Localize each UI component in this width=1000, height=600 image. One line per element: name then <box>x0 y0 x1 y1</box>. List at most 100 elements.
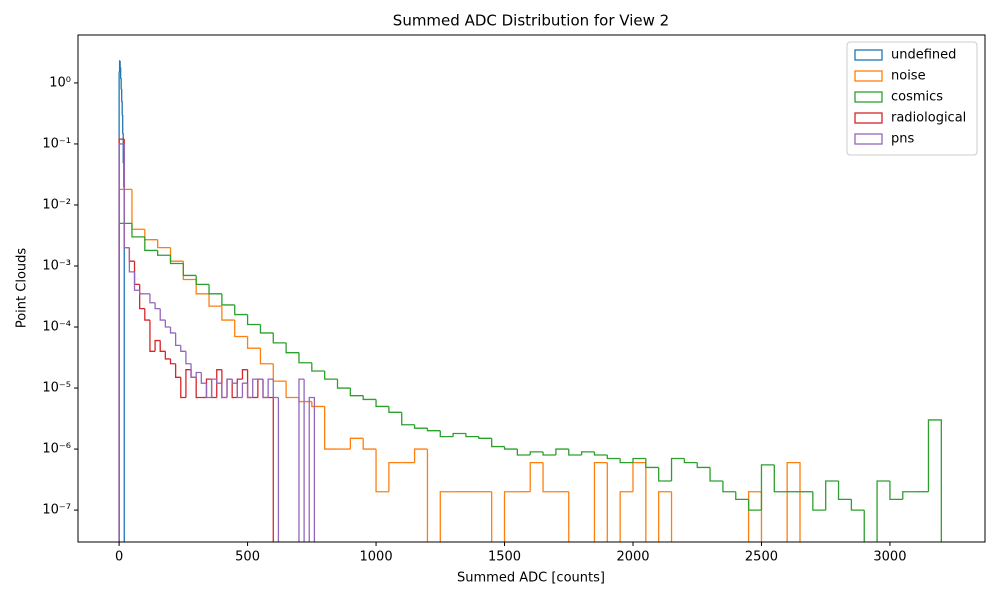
histogram-step <box>180 377 186 399</box>
histogram-step <box>658 491 672 542</box>
histogram-step <box>927 419 942 542</box>
histogram-step <box>226 378 233 398</box>
histogram-step <box>696 462 711 469</box>
histogram-step <box>268 396 274 542</box>
histogram-step <box>645 458 659 469</box>
histogram-step <box>632 457 646 463</box>
histogram-step <box>902 491 916 500</box>
histogram-step <box>812 491 826 511</box>
x-tick-label: 2000 <box>616 550 649 565</box>
histogram-step <box>241 382 248 398</box>
histogram-step <box>120 67 122 79</box>
histogram-step <box>190 369 197 378</box>
histogram-step <box>760 491 763 542</box>
y-tick-label: 10⁻² <box>42 197 71 212</box>
axes-frame <box>77 34 986 543</box>
histogram-step <box>131 189 145 230</box>
histogram-step <box>200 372 207 384</box>
histogram-step <box>118 188 132 542</box>
histogram-step <box>159 308 166 321</box>
histogram-step <box>231 379 238 384</box>
histogram-step <box>308 396 316 542</box>
histogram-step <box>272 363 287 382</box>
histogram-step <box>226 378 233 398</box>
histogram-step <box>465 433 479 438</box>
histogram-step <box>262 379 269 399</box>
histogram-step <box>413 448 428 463</box>
histogram-step <box>221 306 235 321</box>
histogram-step <box>298 352 312 364</box>
histogram-step <box>606 462 608 542</box>
histogram-step <box>128 247 135 273</box>
histogram-step <box>452 432 466 437</box>
histogram-step <box>542 462 556 493</box>
histogram-step <box>234 304 248 316</box>
histogram-step <box>272 332 287 344</box>
legend-label: radiological <box>891 111 966 126</box>
histogram-step <box>837 480 852 500</box>
histogram-step <box>185 369 192 398</box>
histogram-step <box>277 397 280 542</box>
histogram-step <box>311 362 325 372</box>
x-tick-label: 0 <box>115 550 123 565</box>
histogram-step <box>336 379 351 389</box>
histogram-step <box>542 451 556 456</box>
legend-swatch <box>854 49 883 61</box>
histogram-step <box>154 302 161 310</box>
histogram-step <box>123 139 130 249</box>
legend-swatch <box>854 91 883 103</box>
y-tick-label: 10⁻⁷ <box>42 503 71 518</box>
histogram-step <box>169 358 176 365</box>
x-axis-label: Summed ADC [counts] <box>457 571 605 586</box>
histogram-step <box>169 327 176 334</box>
histogram-step <box>413 424 428 429</box>
histogram-step <box>241 369 248 380</box>
histogram-step <box>747 491 762 542</box>
histogram-step <box>349 388 364 397</box>
histogram-step <box>593 451 608 456</box>
y-axis-label: Point Clouds <box>15 248 30 329</box>
histogram-step <box>123 143 130 249</box>
histogram-step <box>580 451 595 455</box>
histogram-step <box>619 491 633 542</box>
histogram-step <box>121 101 123 116</box>
histogram-step <box>195 275 210 286</box>
histogram-step <box>529 461 544 492</box>
histogram-step <box>195 377 202 399</box>
histogram-step <box>298 378 305 542</box>
histogram-step <box>221 369 228 399</box>
histogram-step <box>619 458 633 464</box>
histogram-step <box>529 451 544 455</box>
histogram-step <box>144 308 150 321</box>
histogram-step <box>760 464 775 511</box>
legend-label: undefined <box>891 48 956 63</box>
x-tick-label: 1500 <box>488 550 521 565</box>
histogram-step <box>246 336 261 349</box>
histogram-step <box>747 499 762 511</box>
histogram-step <box>231 379 238 399</box>
histogram-step <box>195 371 202 378</box>
histogram-step <box>568 491 570 542</box>
legend-label: pns <box>891 132 914 147</box>
histogram-step <box>174 363 181 378</box>
histogram-step <box>144 229 158 241</box>
histogram-step <box>645 462 647 542</box>
histogram-step <box>516 449 531 456</box>
histogram-step <box>683 458 698 464</box>
histogram-step <box>216 379 222 384</box>
histogram-step <box>236 378 243 398</box>
histogram-step <box>149 293 156 304</box>
histogram-step <box>375 449 389 493</box>
histogram-step <box>889 480 903 500</box>
histogram-step <box>236 383 243 399</box>
x-tick-label: 3000 <box>873 550 906 565</box>
plot-area <box>118 60 942 542</box>
histogram-step <box>259 348 274 365</box>
histogram-step <box>139 284 145 310</box>
histogram-step <box>180 345 186 352</box>
histogram-step <box>221 293 235 306</box>
histogram-step <box>324 371 338 380</box>
histogram-step <box>478 436 492 439</box>
histogram-step <box>439 491 454 542</box>
